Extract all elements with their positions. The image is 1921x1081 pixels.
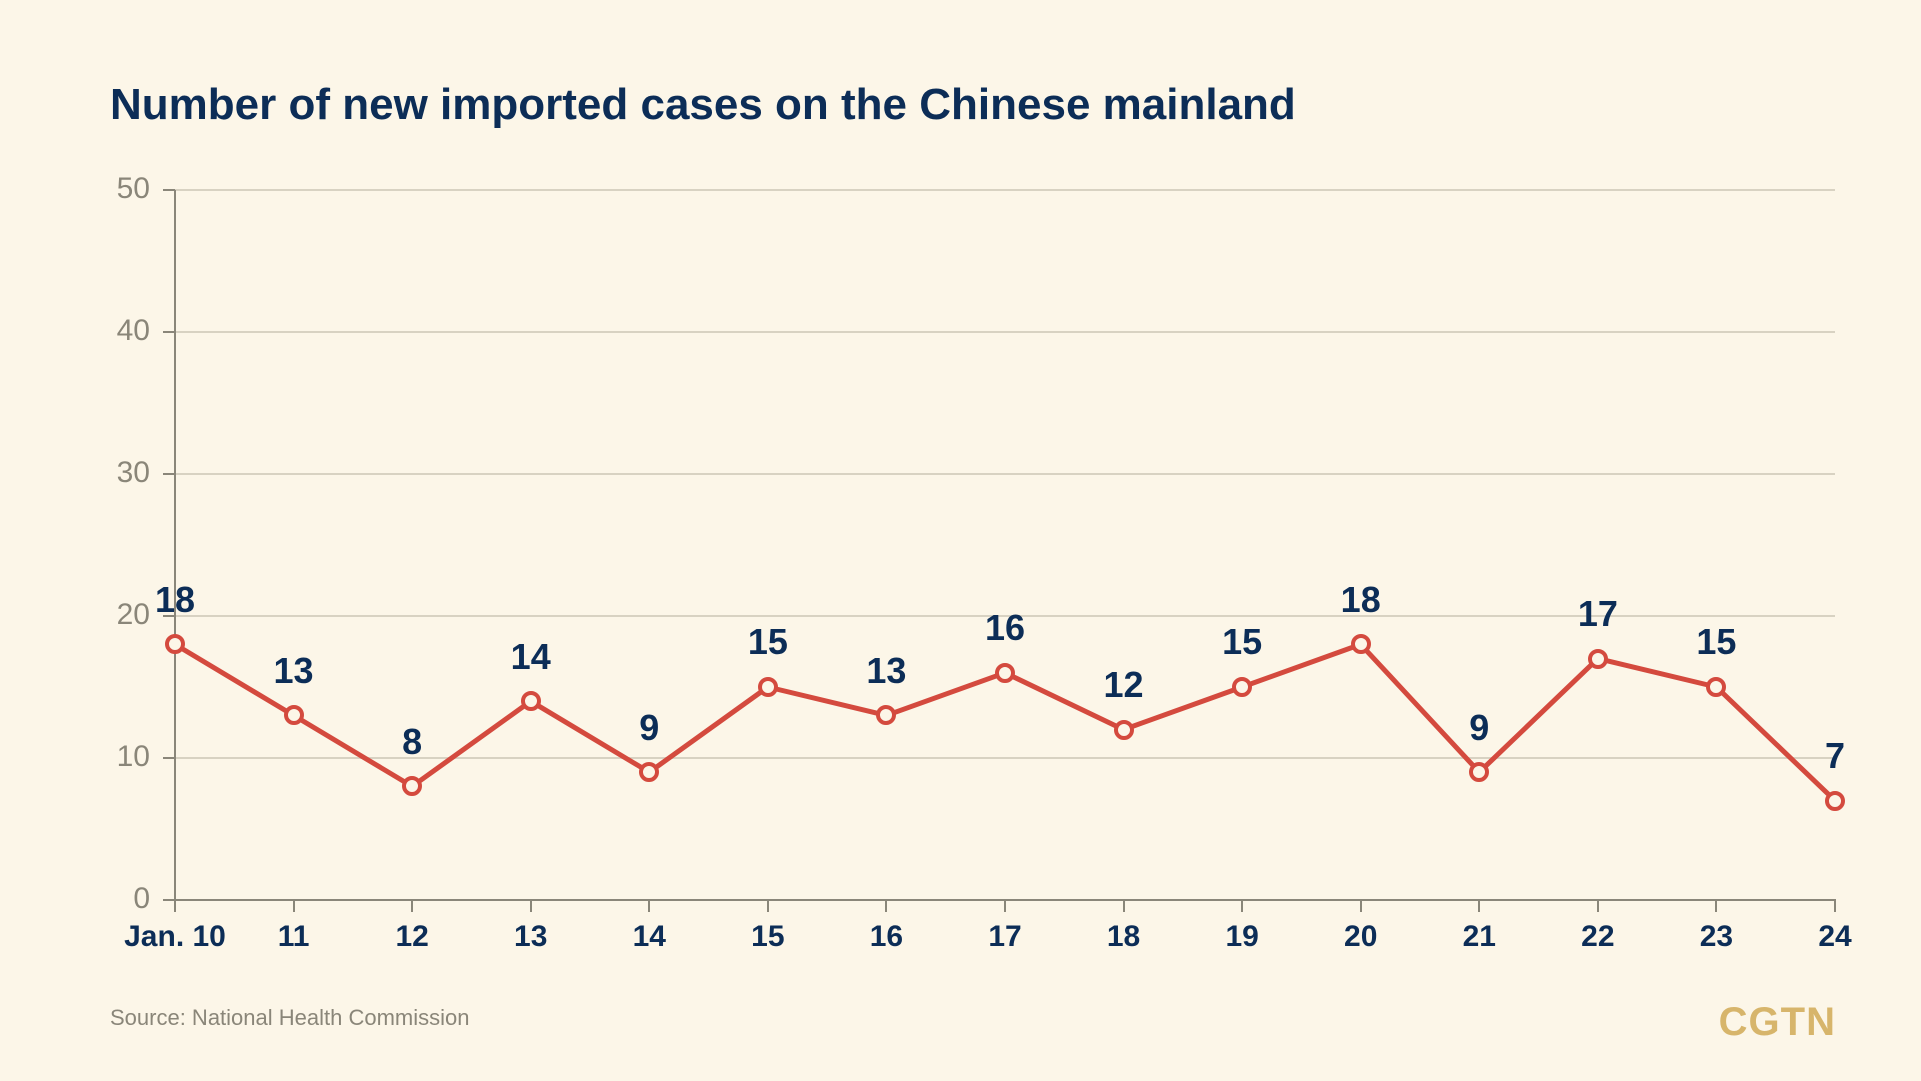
data-label: 12 xyxy=(1104,664,1144,706)
data-label: 9 xyxy=(639,707,659,749)
x-tick xyxy=(1715,900,1717,912)
data-label: 8 xyxy=(402,721,422,763)
data-label: 7 xyxy=(1825,735,1845,777)
data-label: 16 xyxy=(985,607,1025,649)
x-tick-label: 24 xyxy=(1755,920,1915,954)
x-tick xyxy=(293,900,295,912)
data-label: 15 xyxy=(1696,621,1736,663)
y-tick-label: 10 xyxy=(90,740,150,774)
data-marker xyxy=(1706,677,1726,697)
data-marker xyxy=(758,677,778,697)
chart-title: Number of new imported cases on the Chin… xyxy=(110,80,1296,130)
x-tick xyxy=(767,900,769,912)
x-tick xyxy=(1478,900,1480,912)
data-marker xyxy=(1469,762,1489,782)
data-label: 15 xyxy=(748,621,788,663)
chart-container: Number of new imported cases on the Chin… xyxy=(0,0,1921,1081)
y-tick-label: 40 xyxy=(90,314,150,348)
data-label: 13 xyxy=(274,650,314,692)
x-tick xyxy=(1123,900,1125,912)
x-tick xyxy=(1834,900,1836,912)
x-tick xyxy=(1241,900,1243,912)
data-marker xyxy=(165,634,185,654)
x-tick xyxy=(648,900,650,912)
x-tick xyxy=(174,900,176,912)
data-label: 9 xyxy=(1469,707,1489,749)
source-text: Source: National Health Commission xyxy=(110,1005,470,1031)
data-label: 17 xyxy=(1578,593,1618,635)
data-marker xyxy=(1351,634,1371,654)
data-marker xyxy=(1114,720,1134,740)
data-label: 18 xyxy=(1341,579,1381,621)
data-marker xyxy=(876,705,896,725)
data-marker xyxy=(1588,649,1608,669)
plot-area: 01020304050Jan. 101112131415161718192021… xyxy=(175,190,1835,900)
x-tick xyxy=(530,900,532,912)
data-label: 18 xyxy=(155,579,195,621)
x-tick xyxy=(1597,900,1599,912)
data-marker xyxy=(639,762,659,782)
line-series xyxy=(175,190,1835,900)
data-marker xyxy=(402,776,422,796)
logo-text: CGTN xyxy=(1719,1000,1836,1045)
y-tick-label: 0 xyxy=(90,882,150,916)
y-tick-label: 20 xyxy=(90,598,150,632)
data-label: 15 xyxy=(1222,621,1262,663)
data-marker xyxy=(1825,791,1845,811)
x-tick xyxy=(411,900,413,912)
data-label: 14 xyxy=(511,636,551,678)
data-label: 13 xyxy=(866,650,906,692)
x-tick xyxy=(1360,900,1362,912)
x-tick xyxy=(885,900,887,912)
data-marker xyxy=(1232,677,1252,697)
y-tick-label: 50 xyxy=(90,172,150,206)
data-marker xyxy=(995,663,1015,683)
x-tick xyxy=(1004,900,1006,912)
y-tick-label: 30 xyxy=(90,456,150,490)
data-marker xyxy=(284,705,304,725)
data-marker xyxy=(521,691,541,711)
